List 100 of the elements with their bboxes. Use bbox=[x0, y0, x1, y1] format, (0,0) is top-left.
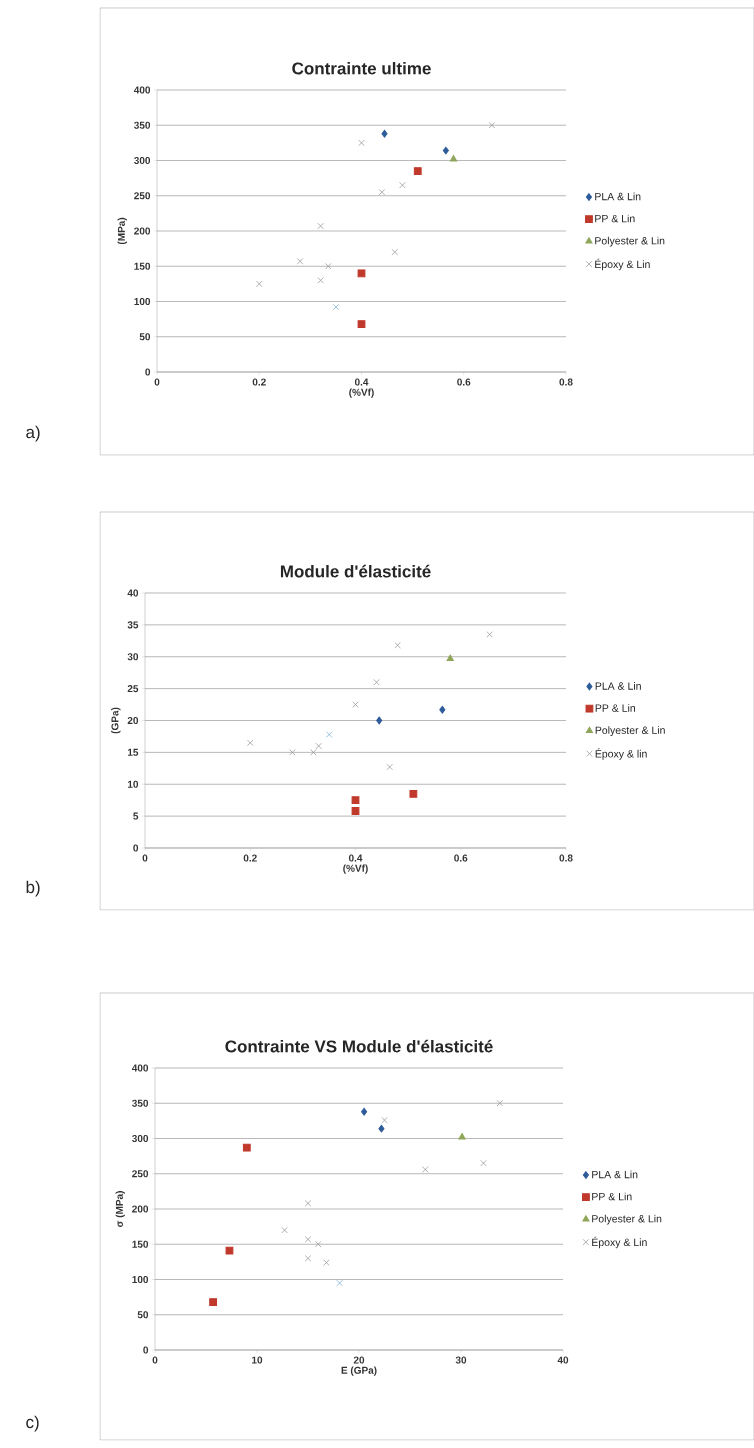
x-tick-label: 0.2 bbox=[243, 854, 257, 862]
x-tick-label: 0.6 bbox=[454, 854, 468, 862]
point bbox=[360, 1107, 368, 1116]
point bbox=[378, 188, 386, 196]
point bbox=[439, 705, 446, 714]
point bbox=[449, 154, 458, 162]
point bbox=[304, 1236, 312, 1243]
text: a) bbox=[26, 425, 40, 442]
legend-label: Époxy & Lin bbox=[592, 1236, 647, 1249]
chart-title: Module d'élasticité bbox=[280, 564, 431, 578]
point bbox=[325, 731, 333, 738]
y-tick-label: 300 bbox=[131, 1134, 148, 1143]
point bbox=[446, 654, 454, 661]
y-tick-label: 0 bbox=[145, 368, 150, 376]
x-tick-label: 0.4 bbox=[348, 854, 363, 862]
legend-label: PP & Lin bbox=[595, 704, 635, 712]
y-axis-title: σ (MPa) bbox=[115, 1191, 125, 1228]
y-axis-title: (MPa) bbox=[117, 217, 127, 245]
point bbox=[209, 1298, 217, 1306]
x-tick-label: 0.8 bbox=[559, 378, 573, 386]
x-tick-label: 40 bbox=[557, 1356, 569, 1364]
legend-label: Époxy & lin bbox=[595, 748, 647, 760]
x-axis-title: (%Vf) bbox=[349, 388, 374, 398]
point bbox=[358, 139, 365, 147]
point bbox=[351, 807, 360, 815]
point bbox=[336, 1279, 343, 1287]
y-tick-label: 350 bbox=[133, 121, 150, 129]
point bbox=[322, 1259, 330, 1266]
point bbox=[304, 1200, 312, 1207]
point bbox=[409, 789, 418, 798]
point bbox=[488, 122, 495, 129]
point bbox=[391, 248, 398, 256]
legend-label: Époxy & Lin bbox=[595, 258, 650, 271]
y-tick-label: 150 bbox=[132, 1240, 148, 1248]
point bbox=[242, 1143, 251, 1152]
point bbox=[314, 1241, 322, 1248]
x-tick-label: 0.2 bbox=[252, 378, 266, 386]
x-tick-label: 10 bbox=[251, 1356, 263, 1364]
point bbox=[332, 303, 340, 311]
y-tick-label: 400 bbox=[131, 1064, 148, 1072]
point bbox=[246, 739, 254, 747]
x-axis-title: (%Vf) bbox=[343, 864, 368, 874]
x-tick-label: 0 bbox=[154, 378, 160, 386]
y-tick-label: 350 bbox=[131, 1099, 148, 1107]
point bbox=[317, 222, 324, 230]
point bbox=[317, 277, 324, 284]
y-tick-label: 5 bbox=[133, 812, 139, 820]
text: c) bbox=[26, 1415, 39, 1432]
point bbox=[386, 763, 393, 771]
chart-title: Contrainte VS Module d'élasticité bbox=[225, 1039, 493, 1053]
point bbox=[288, 749, 296, 756]
point bbox=[315, 742, 322, 750]
y-tick-label: 100 bbox=[132, 1275, 148, 1284]
legend-label: PLA & Lin bbox=[592, 1170, 638, 1179]
legend-label: PP & Lin bbox=[592, 1192, 632, 1201]
legend-label: Polyester & Lin bbox=[592, 1214, 662, 1225]
y-tick-label: 15 bbox=[127, 748, 139, 756]
y-tick-label: 50 bbox=[139, 333, 150, 341]
y-tick-label: 35 bbox=[127, 621, 139, 629]
y-tick-label: 10 bbox=[127, 780, 138, 788]
y-tick-label: 50 bbox=[137, 1311, 148, 1319]
x-axis-title: E (GPa) bbox=[341, 1366, 377, 1376]
point bbox=[351, 796, 360, 805]
text: b) bbox=[26, 880, 40, 897]
y-tick-label: 0 bbox=[133, 844, 138, 852]
point bbox=[310, 749, 317, 756]
y-tick-label: 400 bbox=[133, 86, 150, 94]
point bbox=[357, 320, 366, 328]
legend-label: Polyester & Lin bbox=[595, 726, 665, 737]
x-tick-label: 30 bbox=[455, 1356, 467, 1364]
y-tick-label: 20 bbox=[127, 716, 138, 725]
legend-label: PLA & Lin bbox=[595, 682, 641, 690]
point bbox=[413, 167, 422, 175]
y-tick-label: 250 bbox=[133, 192, 150, 200]
point bbox=[486, 631, 493, 638]
y-tick-label: 150 bbox=[134, 262, 150, 270]
y-tick-label: 200 bbox=[133, 227, 150, 235]
point bbox=[378, 1124, 385, 1133]
y-tick-label: 30 bbox=[127, 653, 138, 661]
point bbox=[442, 146, 449, 155]
y-tick-label: 250 bbox=[131, 1170, 148, 1178]
chart-title: Contrainte ultime bbox=[292, 61, 431, 75]
point bbox=[458, 1132, 466, 1140]
point bbox=[421, 1166, 429, 1173]
x-tick-label: 0.8 bbox=[559, 854, 573, 862]
y-tick-label: 0 bbox=[143, 1346, 148, 1354]
point bbox=[480, 1159, 487, 1167]
x-tick-label: 20 bbox=[353, 1356, 365, 1364]
point bbox=[394, 642, 401, 649]
point bbox=[324, 263, 332, 270]
y-axis-title: (GPa) bbox=[111, 707, 121, 734]
x-tick-label: 0.4 bbox=[354, 378, 369, 386]
y-tick-label: 300 bbox=[133, 156, 150, 165]
point bbox=[281, 1226, 288, 1234]
y-tick-label: 25 bbox=[127, 685, 139, 693]
point bbox=[225, 1246, 234, 1255]
x-tick-label: 0.6 bbox=[457, 378, 471, 386]
y-tick-label: 100 bbox=[134, 297, 150, 306]
y-tick-label: 200 bbox=[131, 1205, 148, 1213]
point bbox=[357, 269, 366, 278]
